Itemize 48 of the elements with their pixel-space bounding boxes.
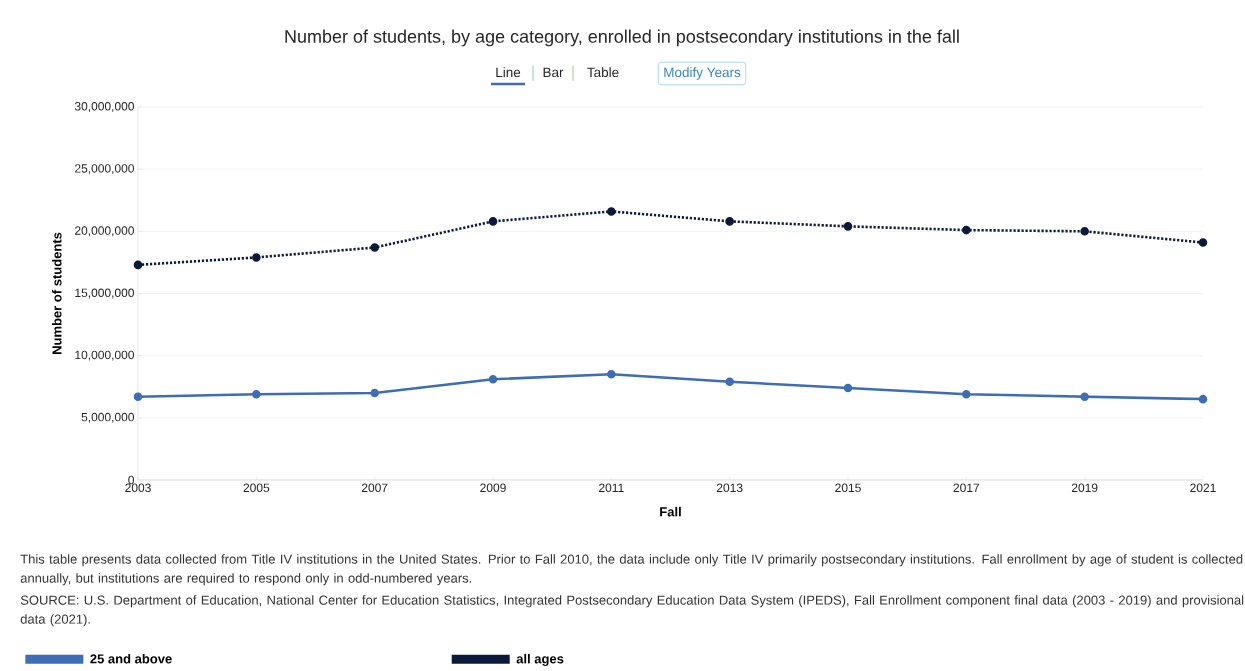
point (962, 225, 971, 235)
x-tick-label: 2013 (716, 483, 743, 493)
point (133, 260, 143, 270)
y-tick-label: 20,000,000 (75, 226, 134, 237)
y-tick-label: 25,000,000 (75, 164, 134, 175)
x-tick-label: 2003 (125, 483, 151, 493)
point (1080, 392, 1089, 401)
x-tick-label: 2007 (361, 483, 388, 493)
y-axis-title: Number of students (52, 232, 62, 355)
x-tick-label: 2019 (1071, 483, 1098, 493)
point (370, 243, 379, 252)
text: Line (496, 67, 521, 78)
legend-label: 25 and above (90, 653, 172, 664)
point (1198, 238, 1208, 247)
text: Bar (543, 67, 564, 78)
point (843, 222, 853, 231)
y-tick-label: 30,000,000 (74, 102, 134, 112)
source-note: SOURCE: U.S. Department of Education, National Center for Education Statistics, Integrated Postsecondary Education Data System (IPEDS), Fall Enrollment component final data (2003 - 2019) and provisional data (2021). (20, 595, 1244, 627)
y-tick-label: 5,000,000 (81, 412, 135, 423)
point (843, 383, 853, 393)
x-tick-label: 2021 (1190, 483, 1216, 493)
chart-title: Number of students, by age category, enrolled in postsecondary institutions in the fall (285, 29, 959, 47)
x-tick-label: 2009 (480, 483, 506, 493)
text: Table (587, 67, 619, 78)
legend-label: all ages (516, 653, 564, 667)
x-tick-label: 2017 (953, 483, 980, 493)
y-tick-label: 10,000,000 (75, 350, 134, 361)
point (1080, 227, 1089, 236)
point (725, 377, 734, 387)
point (488, 374, 498, 384)
x-tick-label: 2011 (599, 483, 624, 493)
y-tick-label: 0 (128, 475, 135, 485)
point (252, 253, 261, 262)
point (370, 388, 379, 398)
y-tick-label: 15,000,000 (75, 288, 134, 299)
text: This table presents data collected from Title IV institutions in the United States. Prior to Fall 2010, the data include only Title IV primarily postsecondary institutions. Fall enrollment by age of student is collected annually, but institutions are required to respond only in odd-numbered years. (20, 554, 1243, 586)
x-tick-label: 2005 (243, 483, 270, 493)
point (133, 392, 143, 401)
text: Modify Years (664, 67, 741, 80)
x-tick-label: 2015 (835, 483, 861, 493)
point (488, 217, 498, 226)
point (962, 389, 971, 399)
point (607, 370, 616, 379)
point (252, 389, 261, 399)
point (725, 217, 734, 226)
point (1198, 394, 1208, 404)
x-axis-title: Fall (660, 506, 681, 517)
point (607, 207, 616, 216)
